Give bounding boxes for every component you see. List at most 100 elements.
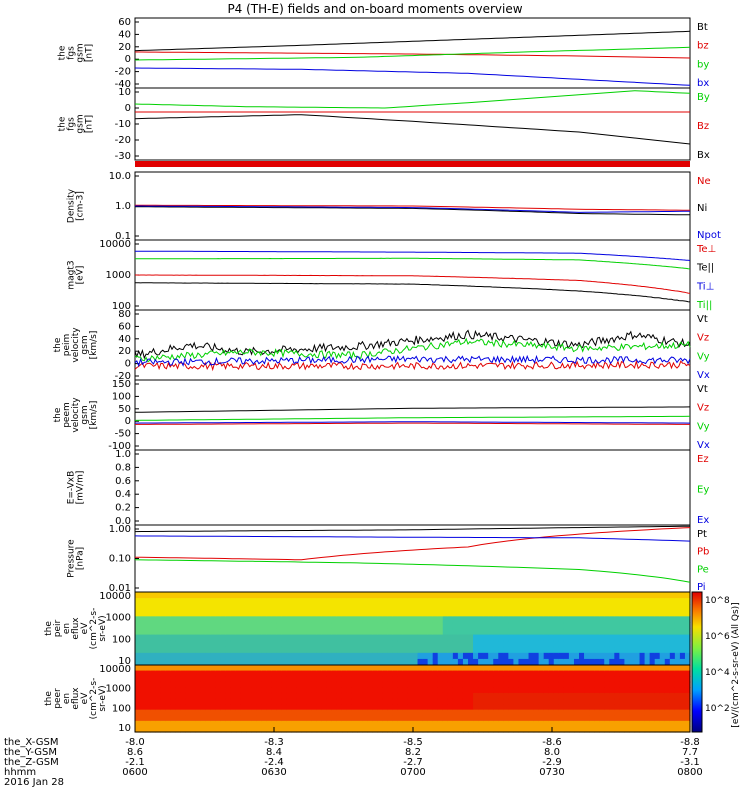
legend-0-2: by — [697, 59, 709, 70]
ytick-4-0: 80 — [118, 309, 131, 320]
legend-7-2: Pe — [697, 564, 709, 575]
xaxis-value-2-4: -3.1 — [680, 757, 700, 768]
xaxis-rowname-1: the_Y-GSM — [4, 747, 57, 758]
legend-3-3: Ti|| — [696, 300, 712, 311]
legend-2-0: Ne — [697, 176, 711, 187]
legend-7-1: Pb — [697, 547, 709, 558]
xaxis-rowname-0: the_X-GSM — [4, 737, 58, 748]
series-7-3 — [134, 535, 691, 542]
ylabel-8-0: the — [44, 621, 54, 636]
ylabel-2-1: [cm-3] — [76, 191, 86, 221]
series-5-0 — [134, 406, 691, 413]
ylabel-5-2: velocity — [71, 397, 81, 433]
ytick-6-0: 1.0 — [115, 449, 131, 460]
ylabel-8-5: (cm^2-s- — [89, 608, 99, 650]
xaxis-value-2-0: -2.1 — [125, 757, 145, 768]
ytick-5-5: -100 — [108, 441, 131, 452]
ytick-5-1: 100 — [112, 391, 131, 402]
ylabel-6-1: [mV/m] — [76, 471, 86, 505]
series-0-0 — [134, 30, 691, 52]
ytick-0-1: 40 — [118, 29, 131, 40]
panel-frame-5 — [134, 379, 691, 451]
legend-6-2: Ex — [697, 515, 709, 526]
ylabel-0-1: fgs — [67, 46, 77, 60]
legend-0-0: Bt — [697, 22, 708, 33]
ytick-8-3: 10 — [118, 656, 131, 667]
xaxis-value-0-2: -8.5 — [403, 737, 423, 748]
colorbar-tick-3: 10^2 — [705, 704, 730, 714]
xaxis-value-1-4: 7.7 — [682, 747, 698, 758]
xaxis-value-0-3: -8.6 — [542, 737, 562, 748]
ytick-4-2: 40 — [118, 334, 131, 345]
ytick-9-0: 10000 — [99, 664, 131, 675]
xaxis-value-3-1: 0630 — [261, 767, 286, 778]
ytick-3-1: 1000 — [106, 270, 131, 281]
ytick-2-0: 10.0 — [109, 171, 131, 182]
ytick-6-1: 0.8 — [115, 462, 131, 473]
chart-title: P4 (TH-E) fields and on-board moments ov… — [227, 2, 523, 16]
legend-3-2: Ti⊥ — [696, 281, 714, 292]
ytick-6-2: 0.6 — [115, 476, 131, 487]
ylabel-0-0: the — [58, 45, 68, 60]
xaxis-date: 2016 Jan 28 — [4, 777, 64, 788]
ytick-8-2: 100 — [112, 634, 131, 645]
series-3-3 — [135, 257, 691, 270]
ylabel-4-2: velocity — [71, 327, 81, 363]
colorbar-tick-2: 10^4 — [705, 668, 730, 678]
ylabel-5-0: the — [53, 407, 63, 422]
ytick-6-4: 0.2 — [115, 503, 131, 514]
ytick-7-1: 0.10 — [109, 554, 131, 565]
xaxis-value-1-1: 8.4 — [266, 747, 282, 758]
ytick-0-4: -20 — [115, 67, 131, 78]
legend-4-0: Vt — [697, 314, 708, 325]
xaxis-rowname-3: hhmm — [4, 767, 36, 778]
legend-6-0: Ez — [697, 454, 709, 465]
series-1-2 — [134, 114, 691, 145]
series-3-0 — [135, 274, 691, 294]
ylabel-4-3: gsm — [80, 335, 90, 354]
ylabel-2-0: Density — [67, 188, 77, 223]
legend-1-1: Bz — [697, 121, 709, 132]
xaxis-value-3-0: 0600 — [122, 767, 147, 778]
series-0-3 — [134, 67, 691, 86]
flag-bar — [135, 161, 690, 167]
ylabel-6-0: E=-VxB — [67, 471, 77, 505]
ylabel-9-4: eV — [80, 692, 90, 705]
ylabel-8-4: eV — [80, 622, 90, 635]
series-4-2 — [134, 337, 691, 363]
ytick-5-0: 150 — [112, 379, 131, 390]
ytick-6-5: 0.0 — [115, 516, 131, 527]
ylabel-8-1: peir — [53, 619, 63, 637]
colorbar-tick-1: 10^6 — [705, 632, 730, 642]
ylabel-0-3: [nT] — [85, 44, 95, 62]
series-2-1 — [135, 206, 691, 216]
ylabel-8-6: sr-eV) — [98, 615, 108, 641]
legend-5-1: Vz — [697, 403, 709, 414]
colorbar — [691, 591, 703, 733]
ytick-1-4: -30 — [115, 151, 131, 162]
ytick-9-3: 10 — [118, 723, 131, 734]
ylabel-4-0: the — [53, 337, 63, 352]
xaxis-value-2-1: -2.4 — [264, 757, 284, 768]
xaxis-value-2-3: -2.9 — [542, 757, 562, 768]
legend-3-0: Te⊥ — [696, 244, 716, 255]
ylabel-8-2: en — [62, 623, 72, 634]
ylabel-9-0: the — [44, 691, 54, 706]
ylabel-9-2: en — [62, 693, 72, 704]
legend-4-2: Vy — [697, 351, 710, 362]
xaxis-value-1-0: 8.6 — [127, 747, 143, 758]
ylabel-9-6: sr-eV) — [98, 685, 108, 711]
ylabel-1-0: the — [58, 116, 68, 131]
ylabel-5-3: gsm — [80, 405, 90, 424]
series-2-2 — [135, 205, 690, 213]
ytick-8-1: 1000 — [106, 613, 131, 624]
ytick-4-4: 0 — [125, 359, 131, 370]
series-5-1 — [135, 422, 690, 425]
legend-5-0: Vt — [697, 384, 708, 395]
series-7-2 — [134, 559, 691, 583]
legend-5-3: Vx — [697, 440, 710, 451]
xaxis-rowname-2: the_Z-GSM — [4, 757, 59, 768]
xaxis-value-2-2: -2.7 — [403, 757, 423, 768]
xaxis-value-3-2: 0700 — [400, 767, 425, 778]
